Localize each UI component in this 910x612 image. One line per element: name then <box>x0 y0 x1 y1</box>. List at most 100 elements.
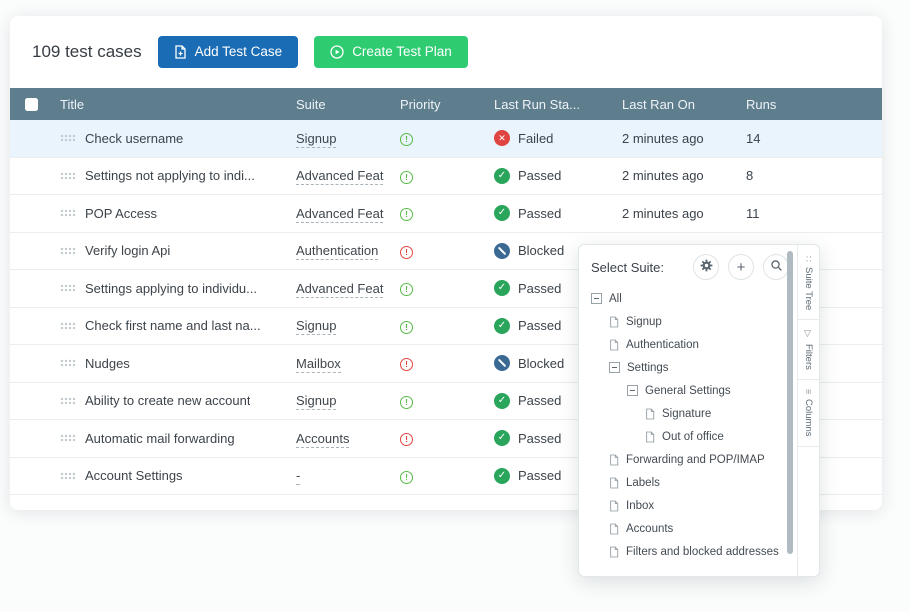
drag-handle-icon[interactable] <box>60 246 75 255</box>
row-title[interactable]: POP Access <box>85 205 158 221</box>
select-all-checkbox[interactable] <box>25 97 38 111</box>
filter-icon: ▽ <box>803 329 814 340</box>
drag-handle-icon[interactable] <box>60 471 75 480</box>
file-icon <box>609 500 619 512</box>
row-suite-link[interactable]: - <box>296 468 301 486</box>
row-title[interactable]: Check first name and last na... <box>85 318 261 334</box>
suite-tree-item-label: Forwarding and POP/IMAP <box>626 453 765 466</box>
drag-handle-icon[interactable] <box>60 209 75 218</box>
popup-side-tabs: ∷ Suite Tree ▽ Filters ≡ Columns <box>797 245 819 576</box>
table-row[interactable]: Check username Signup ! Failed 2 minutes… <box>10 120 882 158</box>
row-title[interactable]: Settings not applying to indi... <box>85 168 255 184</box>
drag-handle-icon[interactable] <box>60 134 75 143</box>
add-test-case-button[interactable]: Add Test Case <box>157 35 299 69</box>
row-title[interactable]: Check username <box>85 130 184 146</box>
drag-handle-icon[interactable] <box>60 359 75 368</box>
row-runs: 14 <box>746 130 761 146</box>
row-title[interactable]: Nudges <box>85 355 130 371</box>
collapse-icon[interactable] <box>591 293 602 304</box>
file-icon <box>609 477 619 489</box>
column-header-last-run[interactable]: Last Run Sta... <box>494 96 580 112</box>
suite-tree-item-label: Labels <box>626 476 660 489</box>
create-test-plan-label: Create Test Plan <box>352 43 452 59</box>
row-last-ran: 2 minutes ago <box>622 130 704 146</box>
suite-settings-button[interactable] <box>693 254 719 280</box>
row-title[interactable]: Verify login Api <box>85 243 171 259</box>
status-icon <box>494 317 510 334</box>
search-icon <box>770 259 783 275</box>
suite-tree-item-label: Signup <box>626 315 662 328</box>
row-suite-link[interactable]: Advanced Feat <box>296 205 384 223</box>
tree-icon: ∷ <box>803 256 814 262</box>
row-title[interactable]: Automatic mail forwarding <box>85 430 235 446</box>
drag-handle-icon[interactable] <box>60 284 75 293</box>
drag-handle-icon[interactable] <box>60 396 75 405</box>
column-header-priority[interactable]: Priority <box>400 96 441 112</box>
row-suite-link[interactable]: Signup <box>296 393 337 411</box>
suite-tree-item-label: Out of office <box>662 430 724 443</box>
suite-tree-item[interactable]: Filters and blocked addresses <box>609 540 795 563</box>
suite-tree-item-label: Inbox <box>626 499 655 512</box>
create-test-plan-button[interactable]: Create Test Plan <box>314 35 468 69</box>
status-label: Passed <box>518 205 562 221</box>
side-tab-suite-tree[interactable]: ∷ Suite Tree <box>798 247 819 321</box>
drag-handle-icon[interactable] <box>60 434 75 443</box>
suite-tree-item[interactable]: Signature <box>645 402 795 425</box>
row-suite-link[interactable]: Advanced Feat <box>296 280 384 298</box>
popup-header: Select Suite: + <box>591 254 795 280</box>
suite-tree-item[interactable]: Signup <box>609 310 795 333</box>
play-circle-icon <box>330 45 344 59</box>
file-icon <box>609 454 619 466</box>
search-suite-button[interactable] <box>763 254 789 280</box>
status-label: Passed <box>518 168 562 184</box>
status-label: Passed <box>518 318 562 334</box>
row-title[interactable]: Settings applying to individu... <box>85 280 257 296</box>
row-title[interactable]: Ability to create new account <box>85 393 251 409</box>
row-suite-link[interactable]: Signup <box>296 318 337 336</box>
drag-handle-icon[interactable] <box>60 171 75 180</box>
popup-scrollbar[interactable] <box>787 251 793 554</box>
status-icon <box>494 355 510 372</box>
priority-icon: ! <box>400 245 413 259</box>
column-header-last-ran-on[interactable]: Last Ran On <box>622 96 695 112</box>
file-icon <box>609 316 619 328</box>
suite-tree-item[interactable]: Inbox <box>609 494 795 517</box>
table-row[interactable]: Settings not applying to indi... Advance… <box>10 157 882 195</box>
suite-tree-item[interactable]: Out of office <box>645 425 795 448</box>
row-suite-link[interactable]: Mailbox <box>296 355 341 373</box>
row-suite-link[interactable]: Advanced Feat <box>296 168 384 186</box>
side-tab-columns[interactable]: ≡ Columns <box>798 380 819 447</box>
add-suite-button[interactable]: + <box>728 254 754 280</box>
suite-tree-item[interactable]: Forwarding and POP/IMAP <box>609 448 795 471</box>
collapse-icon[interactable] <box>627 385 638 396</box>
priority-icon: ! <box>400 358 413 372</box>
row-suite-link[interactable]: Accounts <box>296 430 350 448</box>
drag-handle-icon[interactable] <box>60 321 75 330</box>
side-tab-filters[interactable]: ▽ Filters <box>798 320 819 380</box>
suite-tree-item[interactable]: All <box>591 287 795 310</box>
suite-tree-item[interactable]: Labels <box>609 471 795 494</box>
column-header-runs[interactable]: Runs <box>746 96 777 112</box>
suite-tree-item-label: All <box>609 292 622 305</box>
suite-tree-item[interactable]: General Settings <box>627 379 795 402</box>
row-suite-link[interactable]: Signup <box>296 130 337 148</box>
column-header-suite[interactable]: Suite <box>296 96 326 112</box>
add-test-case-icon <box>174 45 187 59</box>
priority-icon: ! <box>400 170 413 184</box>
status-badge: Blocked <box>482 242 616 259</box>
column-header-title[interactable]: Title <box>60 96 85 112</box>
suite-tree-item[interactable]: Authentication <box>609 333 795 356</box>
status-icon <box>494 392 510 409</box>
status-icon <box>494 205 510 222</box>
table-row[interactable]: POP Access Advanced Feat ! Passed 2 minu… <box>10 195 882 233</box>
file-icon <box>609 546 619 558</box>
priority-icon: ! <box>400 320 413 334</box>
status-label: Failed <box>518 130 554 146</box>
collapse-icon[interactable] <box>609 362 620 373</box>
status-label: Passed <box>518 280 562 296</box>
row-suite-link[interactable]: Authentication <box>296 243 379 261</box>
row-title[interactable]: Account Settings <box>85 468 183 484</box>
status-icon <box>494 430 510 447</box>
suite-tree-item[interactable]: Settings <box>609 356 795 379</box>
suite-tree-item[interactable]: Accounts <box>609 517 795 540</box>
